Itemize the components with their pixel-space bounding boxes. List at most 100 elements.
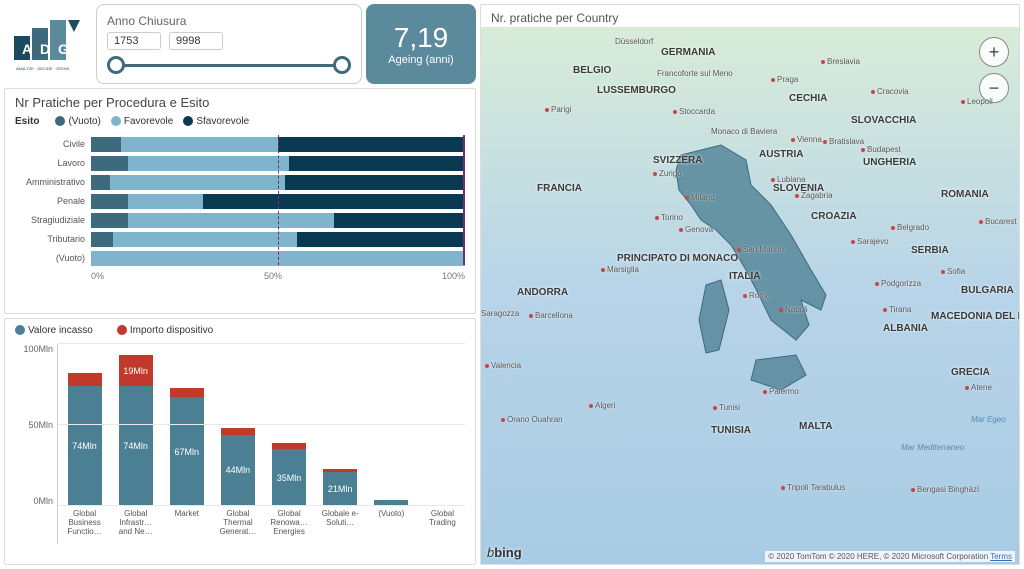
left-column: A D G ANALYZE · DECIDE · GROW Anno Chius… bbox=[4, 4, 476, 565]
map-city-label: Monaco di Baviera bbox=[711, 127, 777, 136]
map-city-label: Barcellona bbox=[529, 311, 573, 320]
map-sea-label: Mar Egeo bbox=[971, 415, 1006, 424]
slider[interactable] bbox=[107, 56, 351, 74]
map-city-label: Podgorizza bbox=[875, 279, 921, 288]
hbar-segment[interactable] bbox=[110, 175, 286, 190]
map-city-label: Budapest bbox=[861, 145, 901, 154]
map-city-label: Bengasi Binghāzī bbox=[911, 485, 979, 494]
map-city-label: Orano Ouahran bbox=[501, 415, 563, 424]
legend-item[interactable]: Sfavorevole bbox=[183, 116, 249, 127]
slicer-values: 1753 9998 bbox=[107, 32, 351, 50]
slicer-min-input[interactable]: 1753 bbox=[107, 32, 161, 50]
map-country-label: SLOVACCHIA bbox=[851, 115, 916, 126]
map-city-label: Breslavia bbox=[821, 57, 860, 66]
slider-handle-min[interactable] bbox=[107, 56, 125, 74]
vbar-segment-importo[interactable]: 19Mln bbox=[119, 355, 153, 386]
map-city-label: Parigi bbox=[545, 105, 571, 114]
hbar-segment[interactable] bbox=[278, 137, 465, 152]
vbar-segment-importo[interactable] bbox=[170, 388, 204, 398]
vbar-xlabel: Market bbox=[175, 506, 199, 544]
bing-logo: bbing bbox=[487, 545, 522, 560]
map-country-label: TUNISIA bbox=[711, 425, 751, 436]
vbar-segment-valore[interactable]: 74Mln bbox=[119, 386, 153, 506]
hbar-chart[interactable]: CivileLavoroAmministrativoPenaleStragiud… bbox=[15, 135, 465, 281]
map-city-label: Atene bbox=[965, 383, 992, 392]
vbar-xlabel: Global Renowa… Energies bbox=[267, 506, 312, 544]
hbar-category-label: Amministrativo bbox=[15, 177, 91, 187]
vbar-legend: Valore incasso Importo dispositivo bbox=[15, 325, 465, 336]
vbar-column[interactable]: (Vuoto) bbox=[369, 500, 414, 544]
legend-item[interactable]: Valore incasso bbox=[15, 325, 93, 336]
map-city-label: Tunisi bbox=[713, 403, 740, 412]
vbar-column[interactable]: 21MlnGlobale e-Soluti… bbox=[318, 469, 363, 544]
vbar-column[interactable]: 74Mln19MlnGlobal Infrastr… and Ne… bbox=[113, 355, 158, 544]
map-country-label: ANDORRA bbox=[517, 287, 568, 298]
map-country-label: LUSSEMBURGO bbox=[597, 85, 676, 96]
legend-item[interactable]: Importo dispositivo bbox=[117, 325, 213, 336]
vbar-column[interactable]: 35MlnGlobal Renowa… Energies bbox=[267, 443, 312, 544]
map-terms-link[interactable]: Terms bbox=[990, 552, 1012, 561]
hbar-segment[interactable] bbox=[121, 137, 278, 152]
map-city-label: Roma bbox=[743, 291, 770, 300]
slider-handle-max[interactable] bbox=[333, 56, 351, 74]
map-city-label: Torino bbox=[655, 213, 683, 222]
hbar-row: Tributario bbox=[15, 230, 465, 248]
hbar-segment[interactable] bbox=[91, 213, 128, 228]
map-city-label: Francoforte sul Meno bbox=[657, 69, 733, 78]
map-country-label: BELGIO bbox=[573, 65, 611, 76]
vbar-segment-valore[interactable]: 21Mln bbox=[323, 472, 357, 506]
vbar-ytick: 0Mln bbox=[33, 496, 53, 506]
hbar-segment[interactable] bbox=[91, 194, 128, 209]
map-city-label: Saragozza bbox=[481, 309, 519, 318]
vbar-column[interactable]: 67MlnMarket bbox=[164, 388, 209, 544]
hbar-segment[interactable] bbox=[113, 232, 296, 247]
hbar-row: Penale bbox=[15, 192, 465, 210]
vbar-chart[interactable]: 100Mln50Mln0Mln 74MlnGlobal Business Fun… bbox=[15, 344, 465, 544]
hbar-segment[interactable] bbox=[128, 194, 203, 209]
hbar-segment[interactable] bbox=[297, 232, 465, 247]
hbar-segment[interactable] bbox=[91, 156, 128, 171]
map-city-label: Zagabria bbox=[795, 191, 833, 200]
map-country-label: GRECIA bbox=[951, 367, 990, 378]
legend-item[interactable]: (Vuoto) bbox=[55, 116, 100, 127]
map-area[interactable]: + − bbing © 2020 TomTom © 2020 HERE, © 2… bbox=[481, 27, 1019, 564]
hbar-segment[interactable] bbox=[203, 194, 465, 209]
vbar-column[interactable]: Global Trading bbox=[420, 506, 465, 544]
vbar-segment-valore[interactable]: 67Mln bbox=[170, 397, 204, 506]
hbar-row: Amministrativo bbox=[15, 173, 465, 191]
svg-text:ANALYZE · DECIDE · GROW: ANALYZE · DECIDE · GROW bbox=[16, 66, 69, 71]
year-slicer[interactable]: Anno Chiusura 1753 9998 bbox=[96, 4, 362, 84]
slicer-max-input[interactable]: 9998 bbox=[169, 32, 223, 50]
legend-item[interactable]: Favorevole bbox=[111, 116, 173, 127]
adg-logo-icon: A D G ANALYZE · DECIDE · GROW bbox=[12, 14, 84, 74]
map-country-label: MACEDONIA DEL NORD bbox=[931, 311, 1019, 322]
map-panel: Nr. pratiche per Country + − bbing © 202… bbox=[480, 4, 1020, 565]
vbar-segment-valore[interactable]: 74Mln bbox=[68, 386, 102, 506]
zoom-in-button[interactable]: + bbox=[979, 37, 1009, 67]
hbar-segment[interactable] bbox=[334, 213, 465, 228]
hbar-segment[interactable] bbox=[91, 137, 121, 152]
hbar-segment[interactable] bbox=[289, 156, 465, 171]
vbar-segment-valore[interactable]: 35Mln bbox=[272, 449, 306, 506]
map-country-label: AUSTRIA bbox=[759, 149, 803, 160]
hbar-row: Stragiudiziale bbox=[15, 211, 465, 229]
hbar-segment[interactable] bbox=[285, 175, 465, 190]
map-city-label: Algeri bbox=[589, 401, 615, 410]
hbar-category-label: Penale bbox=[15, 196, 91, 206]
map-country-label: ROMANIA bbox=[941, 189, 989, 200]
vbar-column[interactable]: 74MlnGlobal Business Functio… bbox=[62, 373, 107, 544]
map-city-label: Palermo bbox=[763, 387, 799, 396]
dashboard-root: A D G ANALYZE · DECIDE · GROW Anno Chius… bbox=[0, 0, 1024, 569]
vbar-segment-valore[interactable]: 44Mln bbox=[221, 435, 255, 506]
stacked-vbar-panel: Valore incasso Importo dispositivo 100Mln… bbox=[4, 318, 476, 565]
hbar-segment[interactable] bbox=[91, 232, 113, 247]
hbar-segment[interactable] bbox=[128, 156, 289, 171]
vbar-column[interactable]: 44MlnGlobal Thermal Generat… bbox=[215, 428, 260, 544]
vbar-segment-importo[interactable] bbox=[68, 373, 102, 386]
hbar-title: Nr Pratiche per Procedura e Esito bbox=[15, 95, 465, 110]
svg-text:A: A bbox=[22, 41, 32, 57]
vbar-xlabel: Global Trading bbox=[420, 506, 465, 544]
hbar-segment[interactable] bbox=[91, 175, 110, 190]
map-country-label: GERMANIA bbox=[661, 47, 715, 58]
hbar-segment[interactable] bbox=[128, 213, 334, 228]
